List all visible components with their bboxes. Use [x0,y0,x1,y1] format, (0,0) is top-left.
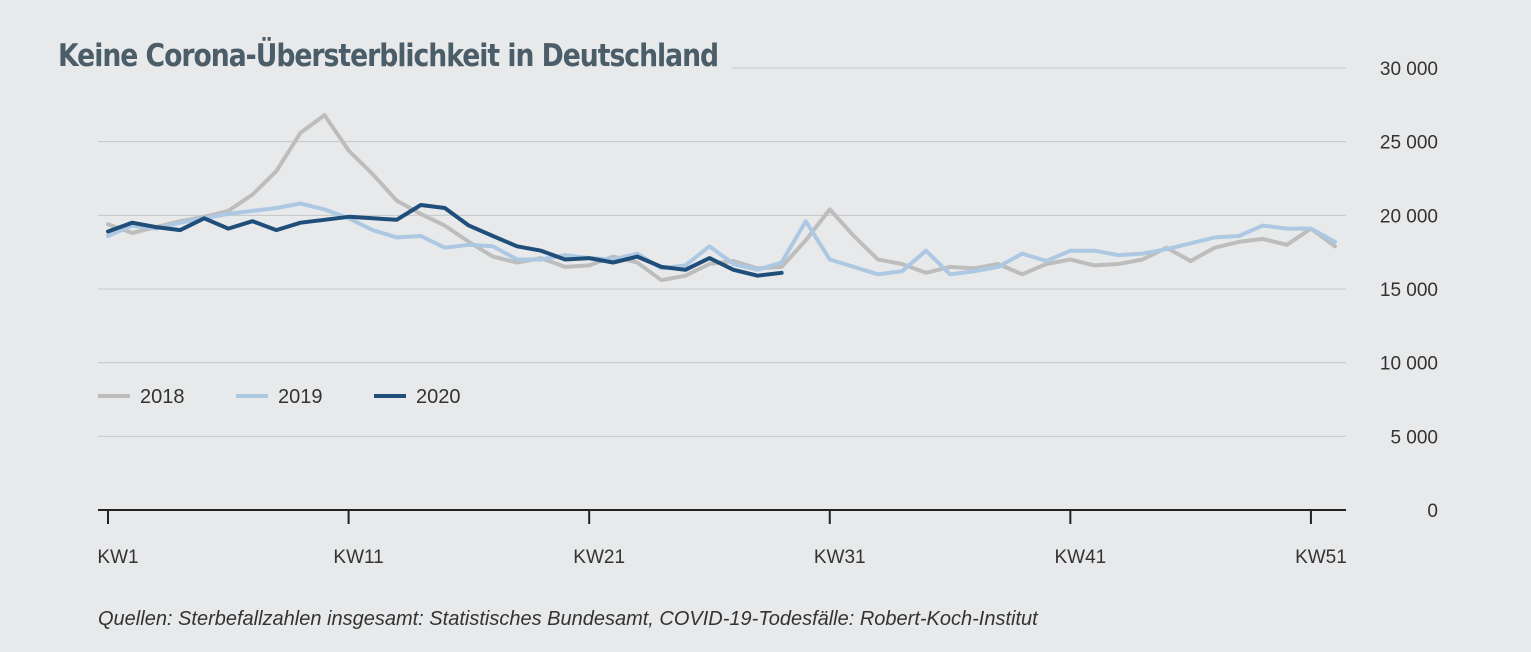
series-line-2019 [106,201,1337,277]
x-tick-label: KW1 [97,547,138,568]
y-tick-label: 0 [1427,501,1438,522]
legend-item-2019: 2019 [236,386,323,408]
y-axis-tick-labels: 0 5 000 10 000 15 000 20 000 25 000 30 000 [1380,59,1438,522]
x-tick-label: KW11 [333,547,383,568]
legend-item-2018: 2018 [98,386,185,408]
y-tick-label: 10 000 [1380,354,1438,375]
legend-label: 2019 [278,386,323,408]
source-note: Quellen: Sterbefallzahlen insgesamt: Sta… [98,608,1038,630]
legend: 2018 2019 2020 [98,386,461,408]
series-line-2020 [106,203,784,278]
chart-title: Keine Corona-Übersterblichkeit in Deutsc… [58,38,719,74]
legend-label: 2020 [416,386,461,408]
series-lines [106,113,1337,283]
x-tick-label: KW21 [573,547,625,568]
y-tick-label: 30 000 [1380,59,1438,80]
x-tick-label: KW31 [814,547,866,568]
grid-lines [98,67,1346,437]
legend-item-2020: 2020 [374,386,461,408]
y-tick-label: 5 000 [1390,427,1438,448]
legend-label: 2018 [140,386,185,408]
x-tick-label: KW51 [1295,547,1347,568]
x-tick-label: KW41 [1054,547,1106,568]
y-tick-label: 25 000 [1380,133,1438,154]
y-tick-label: 20 000 [1380,206,1438,227]
x-axis: KW1 KW11 KW21 KW31 KW41 KW51 [97,509,1347,568]
y-tick-label: 15 000 [1380,280,1438,301]
